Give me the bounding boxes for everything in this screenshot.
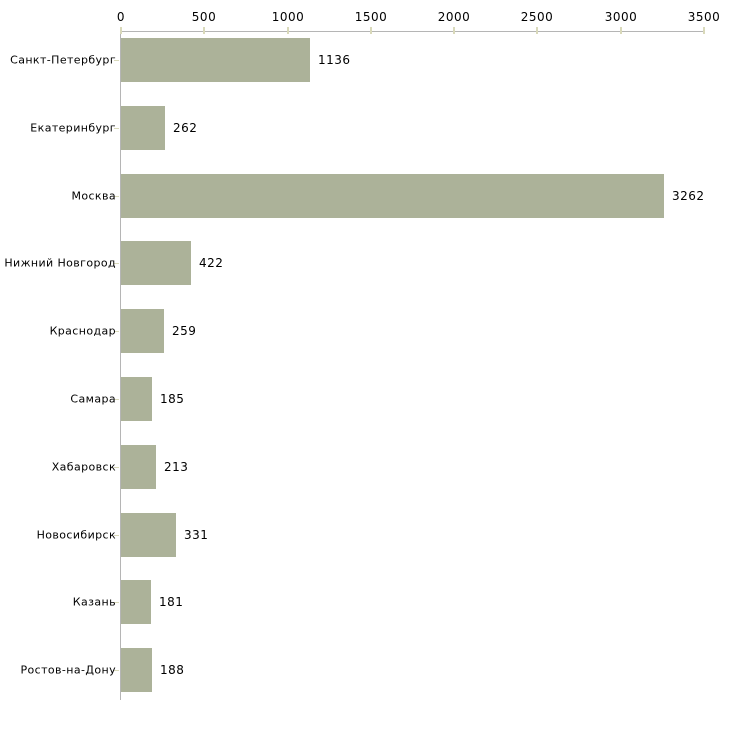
bar (121, 445, 156, 489)
y-tick-mark (114, 331, 119, 332)
y-tick-mark (114, 467, 119, 468)
y-tick-mark (114, 263, 119, 264)
x-tick-label: 1500 (354, 10, 388, 24)
bar (121, 580, 151, 624)
bar-value-label: 422 (199, 256, 224, 270)
y-axis-line (120, 31, 121, 700)
bar-value-label: 181 (159, 595, 184, 609)
x-tick-label: 2500 (520, 10, 554, 24)
bar-value-label: 213 (164, 460, 189, 474)
category-label: Санкт-Петербург (10, 53, 116, 67)
bar (121, 648, 152, 692)
category-label: Краснодар (49, 324, 116, 338)
x-tick-label: 3000 (604, 10, 638, 24)
y-tick-mark (114, 670, 119, 671)
bar (121, 38, 310, 82)
category-label: Хабаровск (51, 460, 116, 474)
x-tick-mark (203, 27, 205, 34)
y-tick-mark (114, 128, 119, 129)
x-tick-mark (120, 27, 122, 34)
x-tick-mark (370, 27, 372, 34)
bar (121, 377, 152, 421)
x-tick-label: 3500 (687, 10, 721, 24)
category-label: Ростов-на-Дону (20, 663, 116, 677)
bar-value-label: 3262 (672, 189, 705, 203)
bar-value-label: 188 (160, 663, 185, 677)
category-label: Самара (70, 392, 116, 406)
category-label: Москва (71, 189, 116, 203)
x-tick-label: 0 (116, 10, 126, 24)
x-tick-mark (287, 27, 289, 34)
category-label: Екатеринбург (30, 121, 116, 135)
bar-value-label: 185 (160, 392, 185, 406)
x-axis-line (120, 31, 704, 32)
bar-value-label: 1136 (318, 53, 351, 67)
x-tick-label: 1000 (271, 10, 305, 24)
bar-value-label: 262 (173, 121, 198, 135)
x-tick-mark (620, 27, 622, 34)
y-tick-mark (114, 60, 119, 61)
bar (121, 106, 165, 150)
bar (121, 309, 164, 353)
x-tick-mark (536, 27, 538, 34)
category-label: Нижний Новгород (4, 256, 116, 270)
y-tick-mark (114, 399, 119, 400)
bar (121, 513, 176, 557)
bar-value-label: 259 (172, 324, 197, 338)
bar (121, 174, 664, 218)
x-tick-mark (703, 27, 705, 34)
y-tick-mark (114, 535, 119, 536)
category-label: Казань (72, 595, 116, 609)
y-tick-mark (114, 602, 119, 603)
bar-value-label: 331 (184, 528, 209, 542)
bar (121, 241, 191, 285)
category-label: Новосибирск (36, 528, 116, 542)
x-tick-mark (453, 27, 455, 34)
y-tick-mark (114, 196, 119, 197)
x-tick-label: 500 (191, 10, 217, 24)
x-tick-label: 2000 (437, 10, 471, 24)
